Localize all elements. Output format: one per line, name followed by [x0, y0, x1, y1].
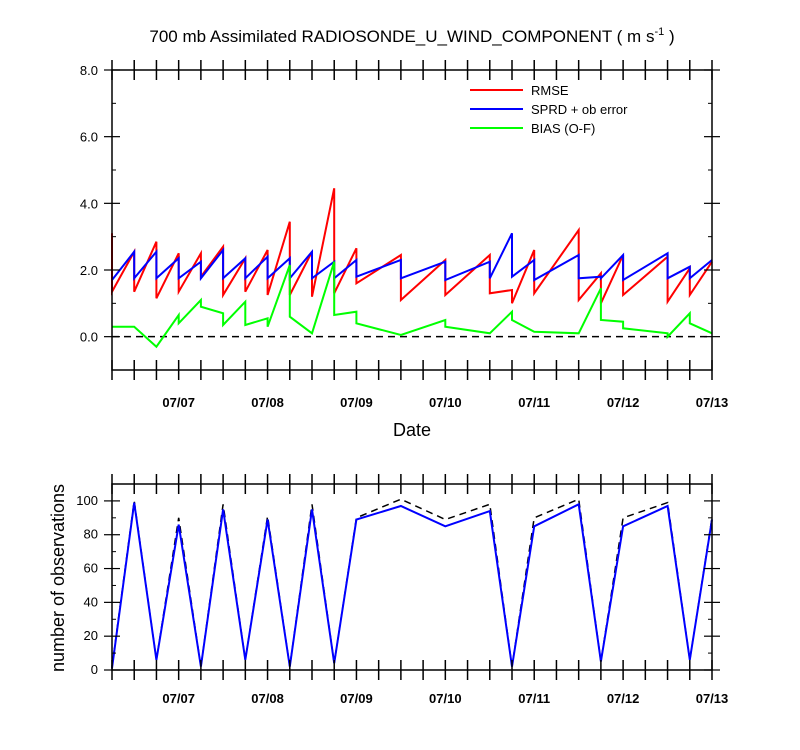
x-tick-label: 07/12: [607, 395, 640, 410]
x-tick-label: 07/11: [518, 395, 550, 410]
y-tick-label: 0.0: [80, 330, 98, 345]
x-tick-label: 07/10: [429, 395, 462, 410]
legend-label: SPRD + ob error: [531, 102, 628, 117]
bottom-chart-series: [111, 498, 713, 669]
x-tick-label: 07/11: [518, 691, 550, 706]
y-tick-label: 0: [91, 662, 98, 677]
y-axis-title: number of observations: [48, 484, 68, 672]
chart-title: 700 mb Assimilated RADIOSONDE_U_WIND_COM…: [149, 26, 674, 46]
series-line-rmse: [111, 188, 713, 306]
series-line-bias-o-f: [112, 261, 713, 349]
x-tick-label: 07/12: [607, 691, 640, 706]
y-tick-label: 60: [84, 561, 98, 576]
y-tick-label: 2.0: [80, 263, 98, 278]
obs-series-solid: [111, 502, 713, 669]
legend-label: BIAS (O-F): [531, 121, 595, 136]
top-chart-axes: 0.0 2.0 4.0 6.0 8.0 07/07 07/08 07/09 07/10 07/11…: [80, 60, 728, 410]
legend-label: RMSE: [531, 83, 569, 98]
x-tick-label: 07/08: [251, 691, 284, 706]
top-chart-frame: [111, 69, 713, 371]
bottom-chart-axes: 0 20 40 60 80 100 07/07 07/08 07/09 07/10 07/11 07/…: [76, 474, 728, 706]
x-tick-label: 07/13: [696, 691, 729, 706]
series-line-sprd-ob-error: [111, 232, 713, 282]
bottom-chart-frame: [111, 483, 713, 671]
y-tick-label: 8.0: [80, 63, 98, 78]
x-tick-label: 07/07: [162, 691, 195, 706]
legend: RMSE SPRD + ob error BIAS (O-F): [470, 83, 628, 136]
obs-series-dashed: [111, 498, 713, 667]
y-tick-label: 40: [84, 594, 98, 609]
y-tick-label: 100: [76, 493, 98, 508]
x-tick-label: 07/07: [162, 395, 195, 410]
y-tick-label: 4.0: [80, 196, 98, 211]
x-tick-label: 07/13: [696, 395, 729, 410]
x-tick-label: 07/08: [251, 395, 284, 410]
x-axis-title: Date: [393, 420, 431, 440]
y-tick-label: 6.0: [80, 130, 98, 145]
x-tick-label: 07/09: [340, 691, 373, 706]
y-tick-label: 80: [84, 527, 98, 542]
x-tick-label: 07/10: [429, 691, 462, 706]
top-chart-series: [111, 188, 713, 349]
y-tick-label: 20: [84, 628, 98, 643]
x-tick-label: 07/09: [340, 395, 373, 410]
